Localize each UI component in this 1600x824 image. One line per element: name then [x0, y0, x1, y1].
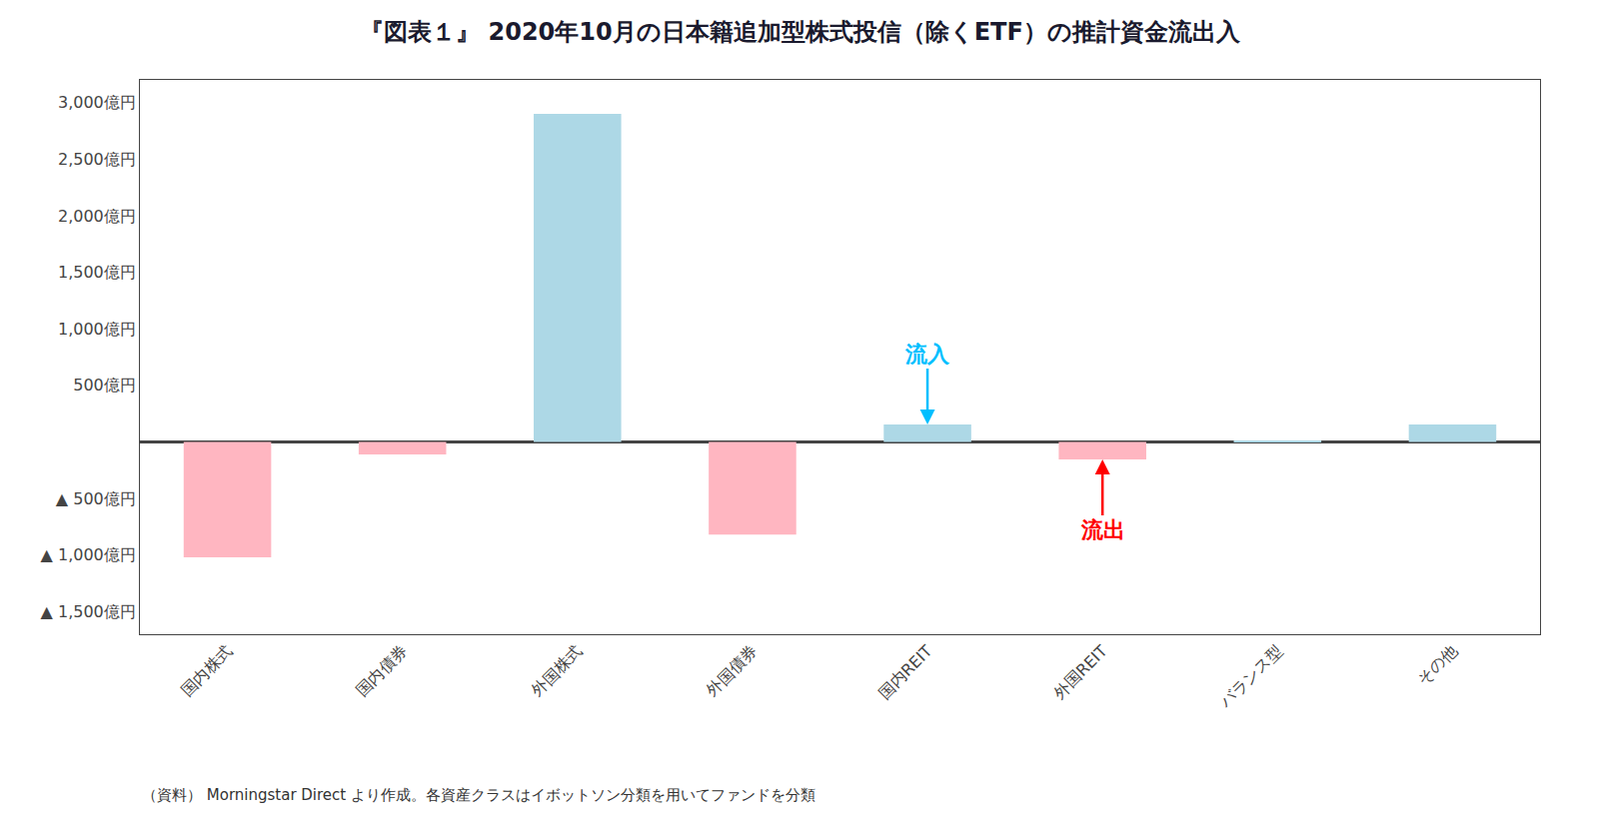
svg-text:外国債券: 外国債券 — [702, 641, 762, 701]
svg-text:1,000億円: 1,000億円 — [57, 319, 136, 339]
svg-text:▲ 500億円: ▲ 500億円 — [55, 489, 136, 509]
svg-text:2,000億円: 2,000億円 — [57, 206, 136, 226]
svg-text:流入: 流入 — [904, 341, 951, 367]
svg-text:3,000億円: 3,000億円 — [57, 92, 136, 112]
svg-text:その他: その他 — [1414, 641, 1462, 689]
svg-text:500億円: 500億円 — [72, 375, 136, 395]
svg-text:『図表１』 2020年10月の日本籍追加型株式投信（除くET: 『図表１』 2020年10月の日本籍追加型株式投信（除くETF）の推計資金流出入 — [359, 17, 1242, 46]
svg-text:（資料） Morningstar Direct より作成。各: （資料） Morningstar Direct より作成。各資産クラスはイボット… — [141, 786, 816, 805]
svg-text:▲ 1,500億円: ▲ 1,500億円 — [40, 602, 136, 622]
svg-text:外国株式: 外国株式 — [527, 641, 587, 701]
svg-text:国内REIT: 国内REIT — [874, 641, 936, 703]
svg-text:流出: 流出 — [1080, 517, 1126, 543]
svg-text:1,500億円: 1,500億円 — [57, 262, 136, 282]
svg-text:2,500億円: 2,500億円 — [57, 149, 136, 169]
svg-text:▲ 1,000億円: ▲ 1,000億円 — [40, 545, 136, 565]
svg-text:国内債券: 国内債券 — [351, 641, 411, 701]
svg-text:バランス型: バランス型 — [1215, 641, 1287, 713]
svg-text:外国REIT: 外国REIT — [1049, 641, 1111, 703]
svg-text:国内株式: 国内株式 — [176, 641, 236, 701]
